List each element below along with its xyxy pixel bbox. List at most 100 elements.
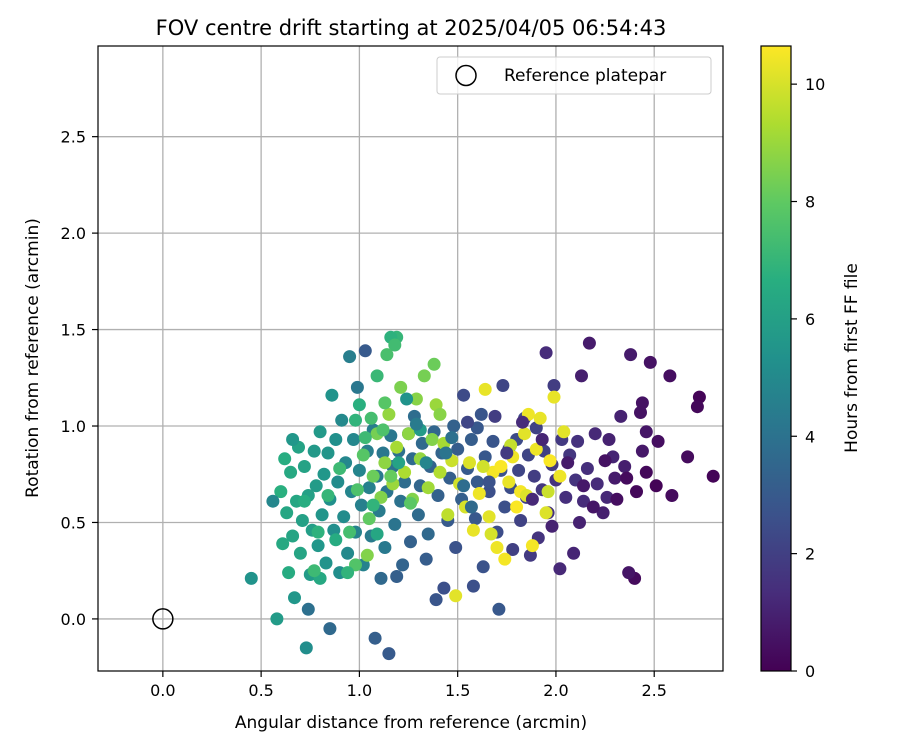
data-point [297, 460, 311, 473]
data-point [409, 392, 423, 406]
y-tick-label: 1.0 [61, 417, 86, 436]
data-point [394, 380, 408, 394]
data-point [390, 440, 404, 454]
data-point [404, 535, 417, 549]
data-point [630, 485, 643, 499]
data-point [598, 454, 612, 468]
data-point [384, 469, 398, 483]
data-point [559, 490, 573, 504]
data-point [492, 602, 506, 616]
data-point [494, 460, 508, 473]
data-point [276, 537, 290, 551]
data-point [443, 471, 457, 485]
data-point [297, 494, 311, 508]
data-point [586, 500, 600, 514]
data-point [431, 489, 445, 502]
data-point [400, 392, 414, 406]
data-point [378, 541, 392, 554]
data-point [649, 479, 663, 493]
data-point [547, 379, 561, 392]
data-point [404, 496, 417, 510]
x-tick-label: 0.0 [150, 681, 175, 700]
data-point [376, 446, 390, 460]
data-point [635, 444, 649, 458]
data-point [398, 465, 412, 479]
data-point [527, 469, 541, 483]
data-point [539, 346, 553, 360]
data-point [590, 477, 604, 491]
x-axis-label: Angular distance from reference (arcmin) [235, 713, 587, 733]
data-point [421, 481, 435, 495]
data-point [299, 641, 313, 655]
x-tick-label: 1.0 [347, 681, 372, 700]
data-point [639, 425, 653, 439]
data-point [582, 336, 596, 350]
data-point [561, 456, 575, 470]
data-point [356, 448, 370, 462]
data-point [317, 467, 331, 481]
data-point [553, 562, 567, 576]
data-point [286, 433, 300, 446]
colorbar-tick-label: 6 [805, 310, 815, 329]
data-point [580, 462, 594, 475]
colorbar-tick-label: 2 [805, 545, 815, 564]
colorbar-tick-label: 8 [805, 193, 815, 212]
data-point [482, 485, 496, 499]
reference-platepar-marker [152, 608, 174, 630]
data-point [610, 492, 624, 506]
data-point [618, 460, 632, 473]
x-tick-label: 2.0 [543, 681, 568, 700]
data-point [321, 446, 335, 460]
data-point [498, 500, 512, 514]
data-point [266, 494, 280, 508]
data-point [311, 525, 325, 539]
data-point [370, 527, 384, 541]
colorbar-gradient [760, 45, 792, 672]
data-point [278, 452, 292, 466]
data-point [419, 456, 433, 470]
data-point [476, 460, 490, 473]
data-point [557, 425, 571, 439]
data-point [376, 423, 390, 437]
colorbar-tick-label: 10 [805, 75, 825, 94]
data-point [382, 647, 396, 661]
data-point [600, 490, 614, 504]
data-point [470, 475, 484, 489]
data-point [651, 434, 665, 448]
data-point [388, 517, 402, 531]
data-point [451, 442, 465, 456]
data-point [343, 350, 357, 364]
data-point [545, 519, 559, 533]
data-point [573, 516, 586, 529]
data-point [301, 602, 315, 616]
data-point [457, 388, 471, 402]
data-point [433, 465, 447, 479]
chart-title: FOV centre drift starting at 2025/04/05 … [156, 16, 667, 40]
data-point [382, 407, 396, 421]
data-point [449, 541, 463, 554]
data-point [321, 489, 335, 502]
data-point [394, 494, 408, 508]
data-point [358, 431, 372, 445]
data-point [392, 456, 406, 470]
data-point [512, 463, 526, 477]
colorbar-ticks: 0 2 4 6 8 10 [791, 75, 825, 681]
data-point [510, 500, 524, 514]
data-point [441, 508, 455, 522]
data-point [325, 388, 339, 402]
data-point [286, 529, 300, 543]
data-point [496, 379, 510, 392]
y-axis-label: Rotation from reference (arcmin) [23, 218, 43, 498]
x-tick-label: 2.5 [641, 681, 666, 700]
data-point [596, 506, 610, 520]
data-point [464, 433, 478, 446]
data-point [366, 469, 380, 483]
data-point [602, 433, 616, 446]
data-point [388, 338, 402, 352]
data-point [614, 409, 628, 423]
data-point [380, 348, 394, 362]
data-point [622, 566, 636, 580]
data-point [374, 571, 388, 585]
data-point [445, 431, 459, 445]
